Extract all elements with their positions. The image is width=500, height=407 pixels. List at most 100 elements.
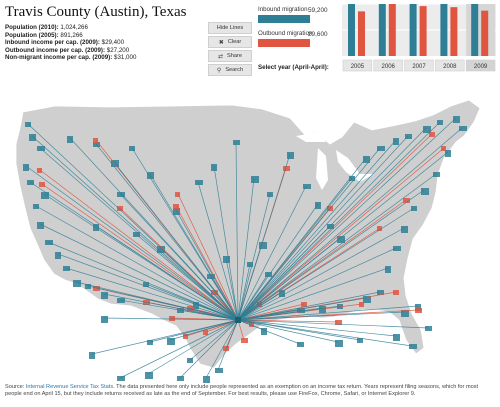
bar-inbound-2005[interactable] bbox=[348, 4, 355, 56]
inbound-county[interactable] bbox=[453, 116, 460, 123]
inbound-county[interactable] bbox=[297, 342, 304, 347]
inbound-county[interactable] bbox=[415, 304, 421, 311]
inbound-county[interactable] bbox=[315, 202, 321, 209]
inbound-county[interactable] bbox=[37, 222, 44, 229]
inbound-county[interactable] bbox=[319, 306, 326, 313]
inbound-county[interactable] bbox=[117, 192, 125, 197]
inbound-county[interactable] bbox=[85, 284, 91, 289]
inbound-county[interactable] bbox=[215, 368, 223, 373]
bar-outbound-2008[interactable] bbox=[450, 7, 458, 56]
outbound-county[interactable] bbox=[335, 320, 342, 325]
share-button[interactable]: ⇄ Share bbox=[208, 50, 252, 62]
outbound-county[interactable] bbox=[39, 182, 45, 187]
inbound-county[interactable] bbox=[393, 246, 401, 251]
inbound-county[interactable] bbox=[251, 176, 259, 183]
inbound-county[interactable] bbox=[187, 358, 193, 363]
outbound-county[interactable] bbox=[415, 308, 422, 313]
inbound-county[interactable] bbox=[259, 242, 267, 249]
inbound-county[interactable] bbox=[145, 372, 153, 379]
outbound-county[interactable] bbox=[241, 338, 248, 343]
hide-lines-button[interactable]: Hide Lines bbox=[208, 22, 252, 34]
inbound-county[interactable] bbox=[393, 334, 400, 341]
inbound-county[interactable] bbox=[409, 344, 417, 349]
inbound-county[interactable] bbox=[363, 296, 371, 303]
outbound-county[interactable] bbox=[429, 132, 435, 137]
inbound-county[interactable] bbox=[377, 146, 385, 151]
inbound-county[interactable] bbox=[265, 272, 272, 277]
inbound-county[interactable] bbox=[177, 376, 184, 381]
inbound-county[interactable] bbox=[233, 140, 240, 145]
outbound-county[interactable] bbox=[283, 166, 290, 171]
bar-outbound-2005[interactable] bbox=[358, 11, 365, 56]
inbound-county[interactable] bbox=[459, 126, 467, 131]
travis-county-marker[interactable] bbox=[235, 317, 241, 323]
outbound-county[interactable] bbox=[393, 290, 399, 295]
outbound-county[interactable] bbox=[183, 334, 188, 339]
inbound-county[interactable] bbox=[101, 292, 108, 299]
outbound-county[interactable] bbox=[249, 322, 254, 327]
bar-outbound-2006[interactable] bbox=[388, 4, 396, 56]
inbound-county[interactable] bbox=[23, 164, 29, 171]
inbound-county[interactable] bbox=[405, 134, 412, 139]
inbound-county[interactable] bbox=[89, 352, 95, 359]
inbound-county[interactable] bbox=[33, 204, 39, 209]
inbound-county[interactable] bbox=[357, 338, 363, 343]
bar-outbound-2007[interactable] bbox=[419, 6, 427, 56]
inbound-county[interactable] bbox=[433, 172, 440, 177]
inbound-county[interactable] bbox=[297, 308, 305, 313]
inbound-county[interactable] bbox=[421, 188, 429, 195]
outbound-county[interactable] bbox=[359, 302, 364, 307]
outbound-county[interactable] bbox=[37, 168, 42, 173]
migration-flow-map[interactable] bbox=[0, 78, 500, 383]
inbound-county[interactable] bbox=[193, 302, 199, 309]
inbound-county[interactable] bbox=[73, 280, 81, 287]
inbound-county[interactable] bbox=[423, 126, 431, 133]
bar-inbound-2009[interactable] bbox=[471, 4, 479, 56]
inbound-county[interactable] bbox=[29, 134, 36, 141]
year-button-2008[interactable] bbox=[435, 59, 465, 72]
bar-inbound-2006[interactable] bbox=[378, 4, 386, 56]
outbound-county[interactable] bbox=[117, 206, 123, 211]
bar-outbound-2009[interactable] bbox=[481, 10, 489, 57]
inbound-county[interactable] bbox=[25, 122, 31, 127]
inbound-county[interactable] bbox=[147, 340, 153, 345]
year-button-2005[interactable] bbox=[342, 59, 373, 72]
inbound-county[interactable] bbox=[377, 290, 384, 295]
inbound-county[interactable] bbox=[401, 310, 409, 317]
outbound-county[interactable] bbox=[93, 286, 100, 291]
inbound-county[interactable] bbox=[401, 226, 408, 233]
clear-button[interactable]: ✖ Clear bbox=[208, 36, 252, 48]
outbound-county[interactable] bbox=[301, 302, 307, 307]
outbound-county[interactable] bbox=[403, 198, 410, 203]
outbound-county[interactable] bbox=[93, 138, 98, 143]
inbound-county[interactable] bbox=[303, 184, 311, 189]
outbound-county[interactable] bbox=[169, 316, 175, 321]
search-button[interactable]: ⚲ Search bbox=[208, 64, 252, 76]
inbound-county[interactable] bbox=[385, 266, 391, 273]
inbound-county[interactable] bbox=[167, 338, 175, 345]
year-button-2007[interactable] bbox=[404, 59, 434, 72]
year-button-2009[interactable] bbox=[465, 59, 496, 72]
bar-inbound-2008[interactable] bbox=[440, 4, 448, 56]
inbound-county[interactable] bbox=[287, 152, 294, 159]
inbound-county[interactable] bbox=[363, 156, 370, 163]
inbound-county[interactable] bbox=[55, 252, 61, 259]
year-button-2006[interactable] bbox=[373, 59, 403, 72]
inbound-county[interactable] bbox=[425, 326, 432, 331]
outbound-county[interactable] bbox=[223, 346, 229, 351]
inbound-county[interactable] bbox=[203, 376, 210, 383]
inbound-county[interactable] bbox=[437, 120, 443, 125]
inbound-county[interactable] bbox=[393, 138, 399, 145]
inbound-county[interactable] bbox=[117, 376, 125, 381]
inbound-county[interactable] bbox=[41, 192, 49, 199]
inbound-county[interactable] bbox=[195, 180, 203, 185]
outbound-county[interactable] bbox=[203, 330, 208, 335]
inbound-county[interactable] bbox=[143, 282, 149, 287]
inbound-county[interactable] bbox=[101, 316, 108, 323]
bar-inbound-2007[interactable] bbox=[409, 4, 417, 56]
inbound-county[interactable] bbox=[411, 206, 417, 211]
inbound-county[interactable] bbox=[335, 340, 343, 347]
inbound-county[interactable] bbox=[279, 290, 285, 297]
inbound-county[interactable] bbox=[67, 136, 73, 143]
inbound-county[interactable] bbox=[327, 224, 334, 229]
